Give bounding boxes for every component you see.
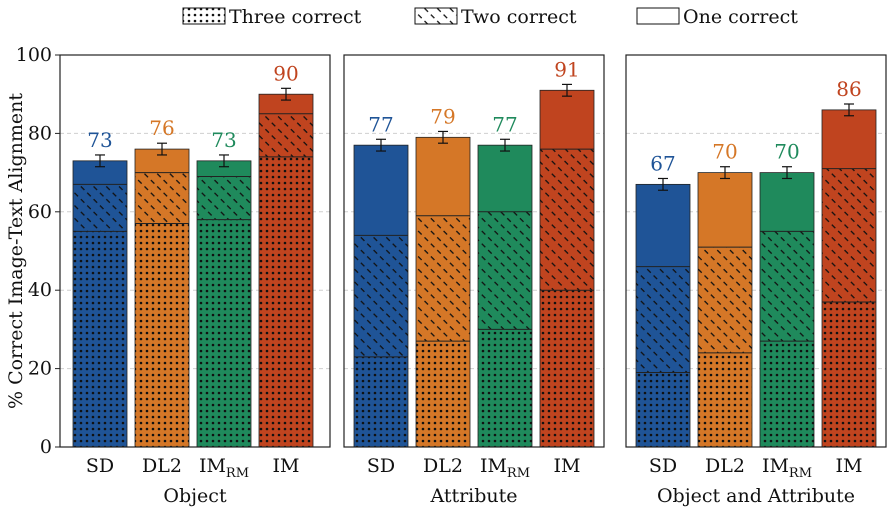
data-label: 70 <box>774 140 799 164</box>
bar-segment-three <box>73 231 127 447</box>
data-label: 79 <box>430 104 455 128</box>
bar-segment-three <box>259 156 313 448</box>
legend-swatch-two <box>414 7 458 25</box>
bar-segment-two <box>73 184 127 232</box>
x-tick-label: SD <box>86 455 114 477</box>
bar-segment-three <box>478 329 532 447</box>
x-tick-label: IMRM <box>199 455 249 481</box>
legend-label-one: One correct <box>683 6 798 28</box>
bar-segment-three <box>354 356 408 447</box>
bar-2-0: 67 <box>635 151 691 448</box>
y-axis-label: % Correct Image-Text Alignment <box>5 93 27 409</box>
bar-0-1: 76 <box>134 116 190 448</box>
bar-segment-two <box>540 149 594 291</box>
data-label: 70 <box>712 140 737 164</box>
data-label: 91 <box>554 57 579 81</box>
panel-title: Object and Attribute <box>657 485 855 507</box>
legend-entry-one: One correct <box>636 6 798 28</box>
y-tick-label: 60 <box>28 201 52 223</box>
bar-segment-three <box>760 341 814 447</box>
y-tick-label: 100 <box>16 44 52 66</box>
bar-segment-two <box>760 231 814 342</box>
data-label: 77 <box>368 112 393 136</box>
bar-segment-three <box>822 301 876 447</box>
bar-segment-two <box>197 176 251 220</box>
y-tick-label: 20 <box>28 358 52 380</box>
data-label: 86 <box>836 77 861 101</box>
data-label: 77 <box>492 112 517 136</box>
bar-segment-two <box>259 113 313 157</box>
x-tick-label: IMRM <box>762 455 812 481</box>
bar-2-2: 70 <box>759 140 815 448</box>
bar-0-3: 90 <box>258 61 314 448</box>
legend-entry-two: Two correct <box>414 6 577 28</box>
panel-frame <box>625 54 887 448</box>
legend-entry-three: Three correct <box>182 6 362 28</box>
bar-1-0: 77 <box>353 112 409 448</box>
y-tick-label: 0 <box>40 436 52 458</box>
x-tick-label: IM <box>836 455 863 477</box>
bar-segment-two <box>636 266 690 373</box>
y-tick-label: 80 <box>28 122 52 144</box>
panel-frame <box>343 54 605 448</box>
bar-0-0: 73 <box>72 128 128 448</box>
bar-segment-three <box>197 219 251 447</box>
panel-title: Attribute <box>429 485 517 507</box>
bar-2-3: 86 <box>821 77 877 448</box>
x-tick-label: DL2 <box>705 455 745 477</box>
panel-title: Object <box>163 485 227 507</box>
bar-segment-two <box>416 215 470 342</box>
panel-frame <box>59 54 331 448</box>
bar-1-3: 91 <box>539 57 595 448</box>
y-axis-label-group: % Correct Image-Text Alignment <box>5 93 27 409</box>
bar-segment-three <box>636 372 690 447</box>
bar-1-2: 77 <box>477 112 533 448</box>
legend-label-two: Two correct <box>461 6 577 28</box>
legend-swatch-one <box>636 7 680 25</box>
data-label: 76 <box>149 116 174 140</box>
bar-segment-two <box>822 168 876 302</box>
legend-swatch-three <box>182 7 226 25</box>
bar-2-1: 70 <box>697 140 753 448</box>
bar-segment-two <box>698 247 752 353</box>
data-label: 67 <box>650 151 675 175</box>
bar-segment-three <box>135 223 189 447</box>
bar-segment-three <box>698 352 752 447</box>
x-tick-label: SD <box>649 455 677 477</box>
x-tick-label: SD <box>367 455 395 477</box>
x-tick-label: DL2 <box>423 455 463 477</box>
panel-1: 77 SD 79 DL2 77 IMRM 91 IM Attribute <box>343 54 605 507</box>
bar-segment-two <box>478 211 532 330</box>
legend-label-three: Three correct <box>229 6 362 28</box>
bar-segment-two <box>135 172 189 224</box>
x-tick-label: DL2 <box>142 455 182 477</box>
x-tick-label: IM <box>273 455 300 477</box>
x-tick-label: IMRM <box>480 455 530 481</box>
x-tick-label: IM <box>554 455 581 477</box>
bar-segment-three <box>416 341 470 447</box>
data-label: 73 <box>211 128 236 152</box>
bar-segment-three <box>540 290 594 447</box>
panel-0: 73 SD 76 DL2 73 IMRM 90 IM 0 20 40 60 80 100 Object <box>16 44 331 507</box>
panels: 73 SD 76 DL2 73 IMRM 90 IM 0 20 40 60 80 100 Object 77 S… <box>16 44 887 507</box>
legend: Three correct Two correct One correct <box>182 6 798 28</box>
y-tick-label: 40 <box>28 279 52 301</box>
bar-segment-two <box>354 235 408 357</box>
bar-1-1: 79 <box>415 104 471 448</box>
bar-0-2: 73 <box>196 128 252 448</box>
data-label: 90 <box>273 61 298 85</box>
data-label: 73 <box>87 128 112 152</box>
panel-2: 67 SD 70 DL2 70 IMRM 86 IM Object and Attribute <box>625 54 887 507</box>
